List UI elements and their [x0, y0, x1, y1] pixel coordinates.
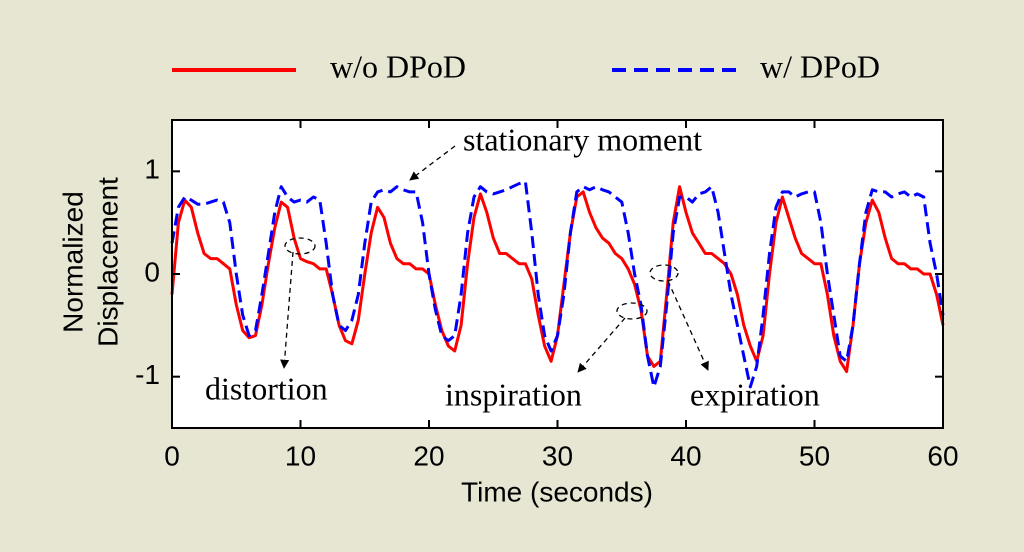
annotation-arrows	[280, 145, 709, 373]
x-axis-label: Time (seconds)	[461, 476, 653, 507]
y-tick-label: -1	[135, 359, 160, 390]
y-tick-label: 1	[144, 154, 160, 185]
x-tick-label: 10	[285, 440, 316, 471]
annotation: inspiration	[445, 376, 582, 412]
plot-area	[172, 120, 943, 428]
annotation: expiration	[690, 376, 820, 412]
x-tick-label: 20	[413, 440, 444, 471]
y-tick-label: 0	[144, 256, 160, 287]
y-axis-label: Displacement	[92, 177, 123, 347]
annotation: stationary moment	[463, 121, 702, 157]
data-line	[170, 180, 945, 389]
annotation: distortion	[205, 370, 328, 406]
legend-label: w/ DPoD	[760, 48, 880, 84]
x-tick-label: 30	[542, 440, 573, 471]
legend-label: w/o DPoD	[330, 48, 466, 84]
y-axis-label: Normalized	[57, 191, 88, 333]
plot	[170, 180, 945, 389]
x-tick-label: 60	[927, 440, 958, 471]
x-tick-label: 40	[670, 440, 701, 471]
x-tick-label: 0	[164, 440, 180, 471]
x-tick-label: 50	[799, 440, 830, 471]
